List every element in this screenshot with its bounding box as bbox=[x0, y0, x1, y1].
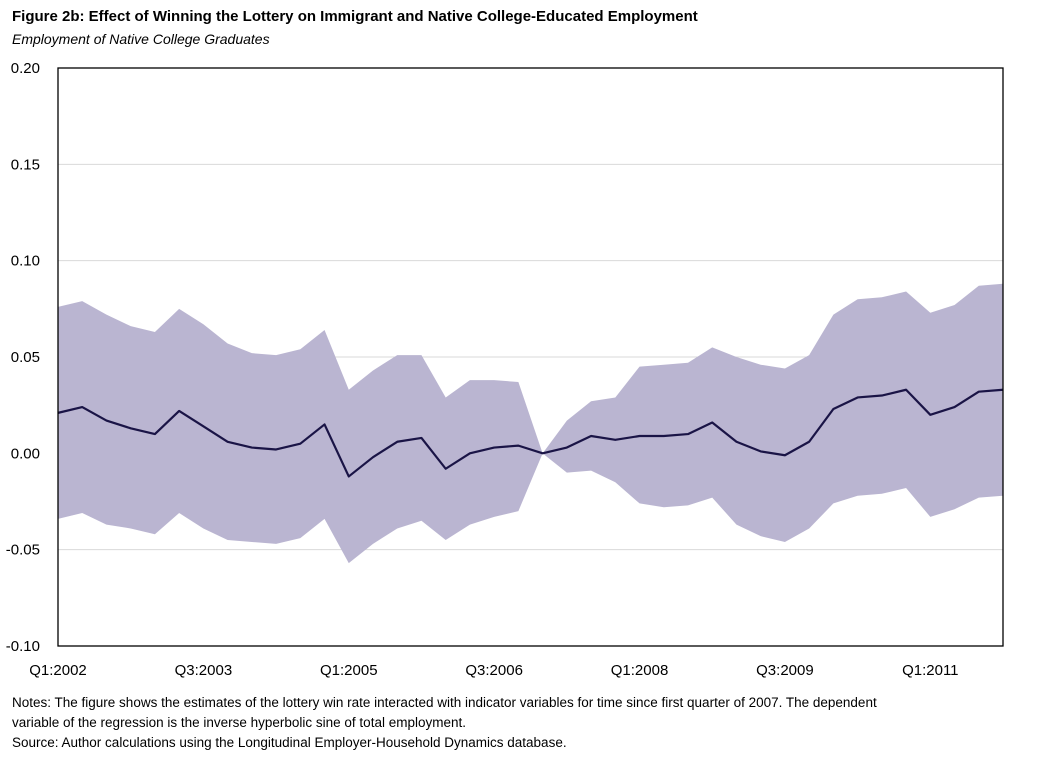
y-tick-label: -0.05 bbox=[6, 542, 40, 559]
y-tick-label: 0.00 bbox=[11, 445, 40, 462]
y-tick-label: 0.10 bbox=[11, 253, 40, 270]
notes-line-2: variable of the regression is the invers… bbox=[12, 715, 466, 730]
x-tick-label: Q1:2011 bbox=[902, 662, 958, 679]
chart-subtitle: Employment of Native College Graduates bbox=[12, 31, 270, 47]
y-tick-label: -0.10 bbox=[6, 638, 40, 655]
x-tick-label: Q1:2002 bbox=[29, 662, 87, 679]
y-tick-label: 0.05 bbox=[11, 349, 40, 366]
y-tick-label: 0.15 bbox=[11, 156, 40, 173]
chart-title: Figure 2b: Effect of Winning the Lottery… bbox=[12, 8, 698, 25]
notes-line-1: Notes: The figure shows the estimates of… bbox=[12, 695, 877, 710]
estimate-line bbox=[57, 388, 1004, 478]
x-tick-label: Q3:2009 bbox=[756, 662, 814, 679]
source-line: Source: Author calculations using the Lo… bbox=[12, 735, 567, 750]
plot-frame bbox=[57, 67, 1004, 647]
x-tick-label: Q1:2005 bbox=[320, 662, 378, 679]
x-tick-label: Q1:2008 bbox=[611, 662, 669, 679]
confidence-band bbox=[58, 283, 1003, 564]
line-chart: 0.20 0.15 0.10 0.05 0.00 -0.05 -0.10 Q1:2002 Q3:… bbox=[6, 60, 1004, 679]
chart-notes: Notes: The figure shows the estimates of… bbox=[12, 693, 1032, 753]
y-tick-label: 0.20 bbox=[11, 60, 40, 77]
x-tick-label: Q3:2003 bbox=[175, 662, 233, 679]
x-tick-label: Q3:2006 bbox=[465, 662, 523, 679]
